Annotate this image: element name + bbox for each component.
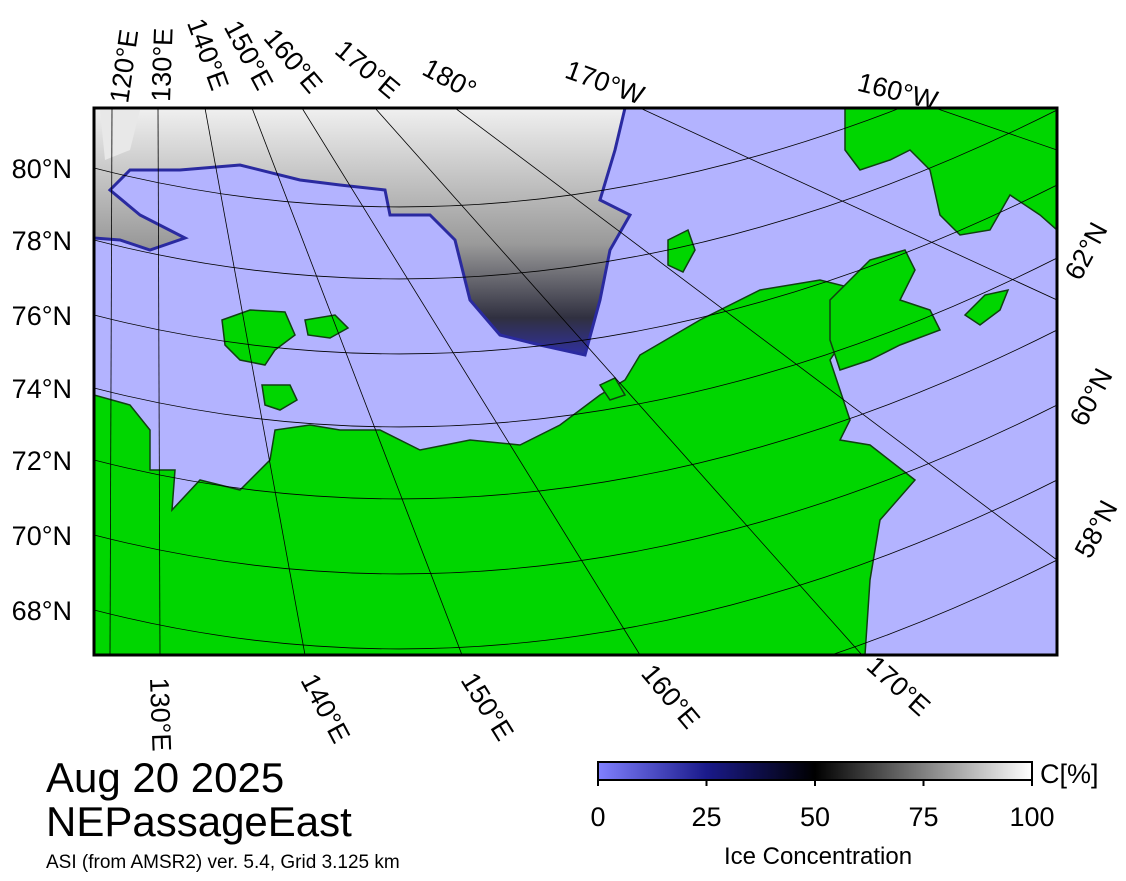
parallel	[94, 257, 1057, 428]
island	[667, 228, 696, 273]
source: ASI (from AMSR2) ver. 5.4, Grid 3.125 km	[46, 852, 400, 873]
colorbar	[597, 761, 1033, 781]
meridian	[251, 108, 463, 655]
coordinate-label: 74°N	[12, 374, 72, 404]
map-frame	[92, 106, 1059, 657]
colorbar-tick-label: 50	[800, 802, 830, 832]
coordinate-label: 70°N	[12, 521, 72, 551]
land	[844, 108, 1057, 236]
coordinate-label: 78°N	[12, 226, 72, 256]
coordinate-label: 170°E	[861, 650, 936, 722]
coordinate-label: 60°N	[1064, 363, 1119, 430]
colorbar-tick-label: 25	[691, 802, 721, 832]
graticule	[94, 108, 1057, 655]
sea-ice	[94, 108, 633, 357]
land	[829, 249, 942, 371]
colorbar-tick-label: 100	[1009, 802, 1054, 832]
coordinate-label: 170°W	[562, 55, 649, 111]
coordinate-label: 80°N	[12, 154, 72, 184]
parallel	[94, 109, 1057, 280]
coordinate-label: 76°N	[12, 301, 72, 331]
land	[963, 288, 1010, 326]
coordinate-label: 180°	[418, 53, 481, 106]
map-area	[94, 108, 1057, 655]
meridian	[934, 108, 1057, 151]
island	[261, 384, 298, 411]
meridian	[374, 108, 863, 655]
meridian	[301, 108, 641, 655]
meridian	[157, 108, 161, 655]
meridian	[639, 108, 1057, 301]
coordinate-label: 72°N	[12, 446, 72, 476]
parallel	[94, 479, 1057, 650]
coordinate-label: 140°E	[295, 669, 356, 748]
parallel	[94, 108, 902, 208]
sea-ice	[100, 110, 140, 160]
coordinate-label: 130°E	[146, 27, 179, 102]
parallel	[829, 559, 1057, 655]
region: NEPassageEast	[46, 798, 352, 845]
coordinate-label: 150°E	[455, 667, 520, 746]
colorbar-tick-label: 75	[908, 802, 938, 832]
parallel	[94, 404, 1057, 575]
coordinate-label: 130°E	[144, 677, 177, 752]
land	[94, 279, 917, 655]
colorbar-unit: C[%]	[1040, 759, 1099, 789]
meridian	[109, 108, 113, 655]
meridian	[204, 108, 306, 655]
island	[304, 314, 350, 339]
colorbar-tick-label: 0	[590, 802, 605, 832]
date: Aug 20 2025	[46, 754, 284, 801]
coordinate-label: 170°E	[330, 34, 406, 104]
parallel	[94, 184, 1057, 355]
coordinate-label: 62°N	[1059, 217, 1114, 284]
coordinate-label: 120°E	[104, 28, 144, 105]
island	[221, 309, 296, 366]
island	[598, 377, 627, 401]
colorbar-ticks: 0 25 50 75 100	[590, 780, 1055, 832]
parallel	[94, 329, 1057, 500]
coordinate-label: 68°N	[12, 596, 72, 626]
coordinate-label: 58°N	[1069, 495, 1124, 562]
coordinate-label: 160°E	[635, 659, 705, 735]
meridian	[454, 108, 1057, 561]
colorbar-label: Ice Concentration	[724, 843, 912, 870]
